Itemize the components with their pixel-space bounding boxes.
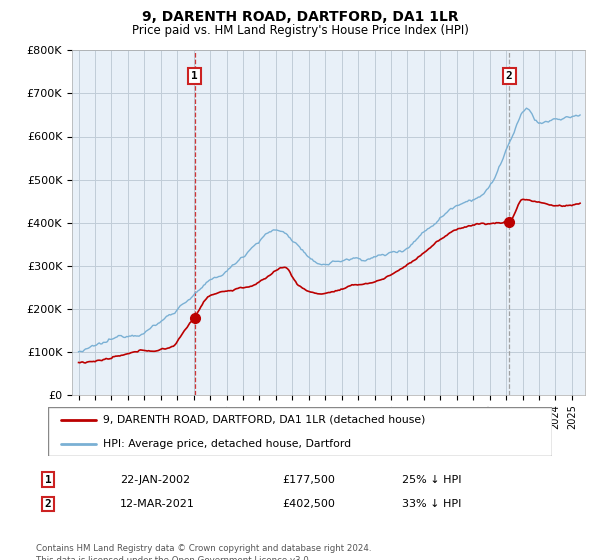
Text: £402,500: £402,500 bbox=[282, 499, 335, 509]
Text: Contains HM Land Registry data © Crown copyright and database right 2024.
This d: Contains HM Land Registry data © Crown c… bbox=[36, 544, 371, 560]
Text: 1: 1 bbox=[191, 71, 198, 81]
Text: 1: 1 bbox=[44, 475, 52, 485]
Text: 33% ↓ HPI: 33% ↓ HPI bbox=[402, 499, 461, 509]
Text: 25% ↓ HPI: 25% ↓ HPI bbox=[402, 475, 461, 485]
Text: £177,500: £177,500 bbox=[282, 475, 335, 485]
Text: 22-JAN-2002: 22-JAN-2002 bbox=[120, 475, 190, 485]
Text: Price paid vs. HM Land Registry's House Price Index (HPI): Price paid vs. HM Land Registry's House … bbox=[131, 24, 469, 36]
Text: 2: 2 bbox=[506, 71, 512, 81]
Text: 2: 2 bbox=[44, 499, 52, 509]
Text: 12-MAR-2021: 12-MAR-2021 bbox=[120, 499, 195, 509]
Text: 9, DARENTH ROAD, DARTFORD, DA1 1LR: 9, DARENTH ROAD, DARTFORD, DA1 1LR bbox=[142, 10, 458, 24]
Text: 9, DARENTH ROAD, DARTFORD, DA1 1LR (detached house): 9, DARENTH ROAD, DARTFORD, DA1 1LR (deta… bbox=[103, 415, 426, 425]
Text: HPI: Average price, detached house, Dartford: HPI: Average price, detached house, Dart… bbox=[103, 438, 352, 449]
